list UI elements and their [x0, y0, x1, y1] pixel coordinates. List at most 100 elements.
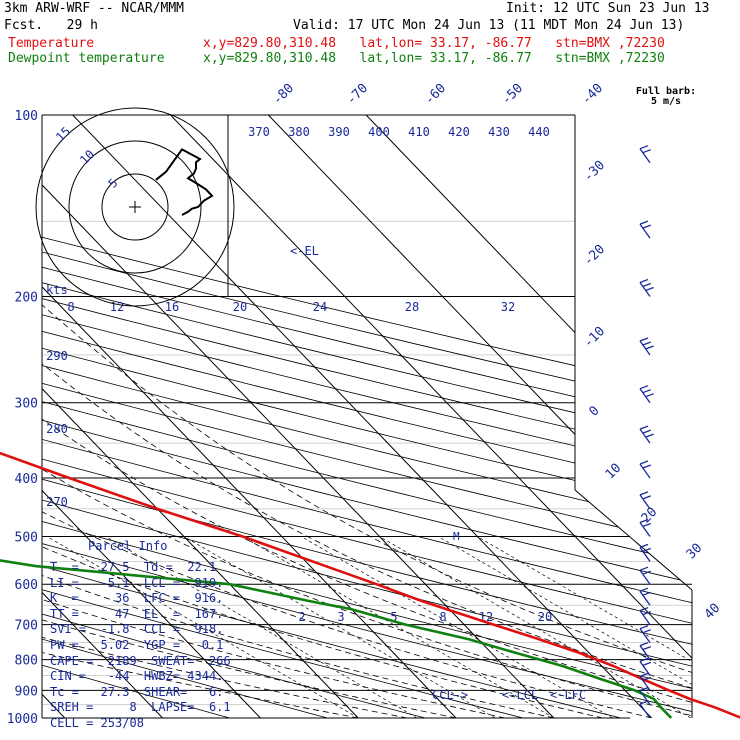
dry-adiabat — [42, 115, 692, 718]
isotherm-label: -30 — [581, 158, 608, 185]
pressure-label: 200 — [15, 291, 38, 306]
hodo-units: kts — [46, 283, 68, 297]
isotherm-label: -40 — [579, 81, 606, 108]
dry-adiabat — [42, 115, 692, 718]
wind-barbs: Full barb:5 m/s — [636, 86, 696, 719]
mixing-bottom-label: 20 — [538, 610, 552, 624]
mixing-ratio-line — [301, 536, 613, 718]
dry-adiabat — [42, 115, 692, 718]
theta-label: 380 — [288, 125, 310, 139]
isotherm-label: -50 — [499, 81, 526, 108]
mixing-top-label: 20 — [233, 300, 247, 314]
mixing-ratio-line — [242, 536, 554, 718]
parcel-info-row: SVI = -1.8 CCL = 918. — [50, 622, 224, 637]
isotherm — [267, 115, 692, 718]
hodo-ring — [68, 140, 202, 274]
dry-adiabat — [42, 115, 692, 718]
isotherm — [72, 115, 652, 718]
isotherm — [170, 115, 692, 718]
dry-adiabat — [42, 115, 621, 718]
wind-barb — [639, 220, 652, 239]
theta-label: 410 — [408, 125, 430, 139]
hodo-ring — [35, 107, 235, 307]
pressure-label: 300 — [15, 397, 38, 412]
model-title: 3km ARW-WRF -- NCAR/MMM — [4, 1, 185, 16]
mixing-top-label: 28 — [405, 300, 419, 314]
pressure-label: 700 — [15, 619, 38, 634]
wind-barb — [639, 491, 652, 510]
dewpoint-line — [0, 559, 673, 719]
mixing-bottom-label: 2 — [298, 610, 305, 624]
theta-label: 430 — [488, 125, 510, 139]
moist-adiabat — [42, 296, 359, 718]
isotherm-label: -80 — [270, 81, 297, 108]
marker-m: M — [453, 530, 460, 543]
temperature-legend-label: Temperature — [8, 36, 95, 51]
dry-adiabat — [42, 115, 692, 718]
pressure-label: 100 — [15, 109, 38, 124]
parcel-info-row: CIN = -44 HWBZ= 4344. — [50, 669, 224, 684]
pressure-label: 800 — [15, 654, 38, 669]
theta-label: 420 — [448, 125, 470, 139]
isotherm-label: 30 — [684, 541, 706, 563]
wind-barb — [639, 587, 652, 606]
moist-adiabat — [42, 296, 505, 718]
mixing-top-label: 24 — [313, 300, 327, 314]
dewpoint-legend-info: x,y=829.80,310.48 lat,lon= 33.17, -86.77… — [203, 51, 665, 66]
wind-barb — [639, 625, 652, 644]
wind-barb — [639, 145, 652, 164]
mixing-bottom-label: 8 — [439, 610, 446, 624]
parcel-info-row: CELL = 253/08 — [50, 716, 144, 730]
wind-barb-legend: Full barb: — [636, 86, 696, 97]
pressure-label: 900 — [15, 684, 38, 699]
wind-barb — [639, 518, 652, 537]
parcel-info-row: LI = -5.1 LCL = 919. — [50, 575, 224, 590]
marker-lcl: <-LCL — [502, 688, 538, 702]
mixing-ratio-line — [46, 536, 359, 718]
hodo-ring-label: 10 — [77, 147, 97, 167]
isotherm — [42, 115, 163, 718]
mixing-ratio-line — [477, 536, 692, 718]
moist-adiabat — [42, 296, 408, 718]
mixing-ratio-line — [379, 536, 691, 718]
isotherm-label: -70 — [344, 81, 371, 108]
dry-adiabat — [42, 115, 692, 718]
dewpoint-legend-label: Dewpoint temperature — [8, 51, 165, 66]
dry-adiabat — [42, 115, 692, 718]
theta-left-label: 290 — [46, 349, 68, 363]
wind-barb — [639, 606, 652, 625]
theta-label: 370 — [248, 125, 270, 139]
wind-barb — [639, 686, 651, 705]
pressure-label: 600 — [15, 578, 38, 593]
dry-adiabat — [42, 115, 426, 718]
theta-label: 440 — [528, 125, 550, 139]
isotherm-label: 40 — [702, 601, 724, 623]
parcel-info-title: Parcel Info — [88, 539, 168, 553]
wind-barb — [639, 672, 652, 691]
pressure-label: 500 — [15, 530, 38, 545]
dry-adiabat — [42, 115, 524, 718]
corner-edge — [574, 489, 693, 591]
isotherm — [42, 115, 261, 718]
dry-adiabat — [42, 115, 692, 718]
wind-barb — [639, 337, 654, 356]
isotherm-label: 10 — [603, 461, 625, 483]
wind-barb — [639, 657, 652, 676]
dry-adiabat — [42, 115, 692, 718]
wind-barb — [639, 385, 654, 404]
wind-barb — [639, 425, 654, 444]
isotherm-label: -60 — [422, 81, 449, 108]
isotherm-label: -10 — [581, 324, 608, 351]
hodo-trace — [155, 148, 214, 216]
isotherm — [42, 115, 555, 718]
theta-label: 400 — [368, 125, 390, 139]
wind-barb — [639, 543, 652, 562]
wind-barb — [639, 566, 652, 585]
dry-adiabat — [42, 115, 692, 718]
hodo-ring-label: 15 — [53, 124, 73, 144]
mixing-top-label: 16 — [165, 300, 179, 314]
hodo-ring — [101, 173, 169, 241]
